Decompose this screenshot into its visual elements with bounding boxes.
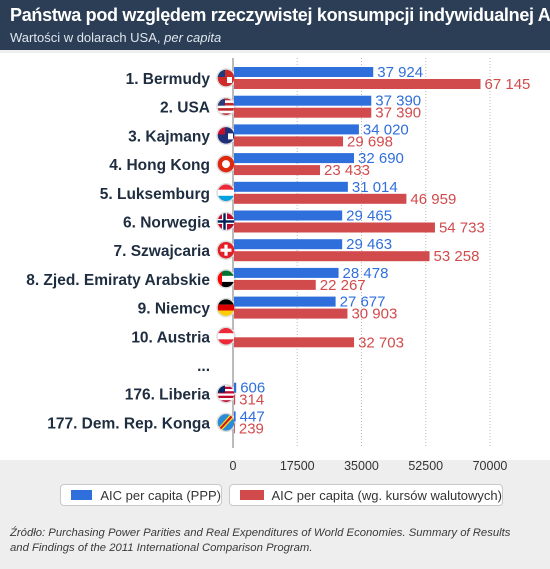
bermuda-flag-icon	[216, 68, 236, 88]
usa-flag-icon	[216, 96, 236, 117]
bar-fx	[234, 193, 407, 204]
category-label: 177. Dem. Rep. Konga	[47, 415, 210, 432]
source-line-2: and Findings of the 2011 International C…	[10, 542, 313, 554]
source-line-1: Źródło: Purchasing Power Parities and Re…	[10, 527, 511, 539]
bar-fx	[234, 279, 316, 290]
cayman-flag-icon	[216, 125, 236, 146]
x-tick-label: 52500	[408, 459, 443, 473]
source-note: Źródło: Purchasing Power Parities and Re…	[10, 526, 540, 556]
bar-fx	[234, 423, 235, 434]
category-label: 3. Kajmany	[128, 128, 210, 145]
bar-ppp	[234, 153, 355, 164]
bar-ppp	[234, 210, 343, 221]
x-tick-label: 35000	[344, 459, 379, 473]
bar-fx	[234, 337, 355, 348]
category-label: 9. Niemcy	[138, 301, 211, 318]
bar-ppp	[234, 95, 372, 106]
x-tick-label: 17500	[280, 459, 315, 473]
subtitle-italic: per capita	[164, 30, 222, 45]
value-label-ppp: 606	[240, 380, 265, 397]
chart-subtitle: Wartości w dolarach USA, per capita	[10, 30, 221, 45]
value-label-fx: 54 733	[439, 220, 485, 237]
subtitle-text: Wartości w dolarach USA,	[10, 30, 165, 45]
bar-ppp	[234, 181, 348, 192]
category-label: 6. Norwegia	[123, 215, 210, 232]
liberia-flag-icon	[216, 383, 236, 404]
value-label-ppp: 29 465	[346, 208, 392, 225]
bar-fx	[234, 136, 344, 147]
legend-swatch-ppp	[71, 490, 93, 500]
norway-flag-icon	[216, 211, 236, 232]
value-label-fx: 67 145	[485, 76, 531, 93]
value-label-fx: 23 433	[324, 162, 370, 179]
bar-ppp	[234, 411, 236, 422]
bar-fx	[234, 165, 321, 176]
category-label: 4. Hong Kong	[109, 157, 210, 174]
bar-fx	[234, 79, 481, 89]
legend-ppp: AIC per capita (PPP)	[60, 484, 222, 506]
value-label-ppp: 31 014	[352, 179, 398, 196]
category-label: 5. Luksemburg	[100, 186, 210, 203]
value-label-ppp: 28 478	[343, 265, 389, 282]
legend-fx: AIC per capita (wg. kursów walutowych)	[229, 484, 503, 506]
value-label-fx: 29 698	[347, 133, 393, 150]
value-label-ppp: 32 690	[358, 150, 404, 167]
header-bar: Państwa pod względem rzeczywistej konsum…	[0, 0, 550, 50]
bar-fx	[234, 394, 236, 405]
bar-ppp	[234, 67, 374, 77]
chart-title: Państwa pod względem rzeczywistej konsum…	[10, 5, 550, 25]
value-label-fx: 30 903	[351, 306, 397, 323]
value-label-fx: 32 703	[358, 334, 404, 351]
category-label: 2. USA	[160, 100, 210, 117]
value-label-fx: 46 959	[410, 191, 456, 208]
category-label: ...	[197, 358, 210, 375]
value-label-ppp: 37 390	[375, 93, 421, 110]
value-label-fx: 37 390	[375, 105, 421, 122]
hong-kong-flag-icon	[216, 154, 236, 174]
category-label: 7. Szwajcaria	[113, 243, 210, 260]
x-tick-label: 0	[230, 459, 237, 473]
uae-flag-icon	[216, 269, 236, 289]
value-label-ppp: 447	[240, 408, 265, 425]
bar-fx	[234, 107, 372, 118]
switzerland-flag-icon	[216, 240, 236, 260]
bar-fx	[234, 251, 430, 262]
bar-fx	[234, 308, 348, 319]
bar-fx	[234, 222, 435, 233]
value-label-fx: 314	[239, 392, 264, 409]
category-label: 10. Austria	[131, 329, 210, 346]
value-label-fx: 22 267	[320, 277, 366, 294]
bar-ppp	[234, 382, 237, 393]
value-label-ppp: 29 463	[346, 236, 392, 253]
bar-ppp	[234, 124, 359, 135]
legend-label-fx: AIC per capita (wg. kursów walutowych)	[271, 487, 502, 503]
dr-congo-flag-icon	[216, 412, 236, 433]
category-label: 1. Bermudy	[126, 71, 211, 88]
austria-flag-icon	[216, 326, 236, 347]
bar-ppp	[234, 239, 343, 250]
value-label-ppp: 34 020	[363, 121, 409, 138]
legend-swatch-fx	[240, 490, 264, 500]
bar-ppp	[234, 267, 339, 278]
value-label-ppp: 37 924	[377, 64, 423, 81]
bar-ppp	[234, 296, 336, 307]
luxembourg-flag-icon	[216, 183, 236, 203]
category-label: 176. Liberia	[125, 387, 211, 404]
bar-chart: 0 17500 35000 52500 70000 1. Bermudy 37 924 67 …	[0, 53, 550, 473]
value-label-fx: 53 258	[434, 248, 480, 265]
value-label-fx: 239	[239, 420, 264, 437]
x-tick-label: 70000	[473, 459, 508, 473]
value-label-ppp: 27 677	[340, 294, 386, 311]
legend-label-ppp: AIC per capita (PPP)	[100, 487, 221, 503]
germany-flag-icon	[216, 297, 236, 318]
category-label: 8. Zjed. Emiraty Arabskie	[26, 272, 210, 289]
